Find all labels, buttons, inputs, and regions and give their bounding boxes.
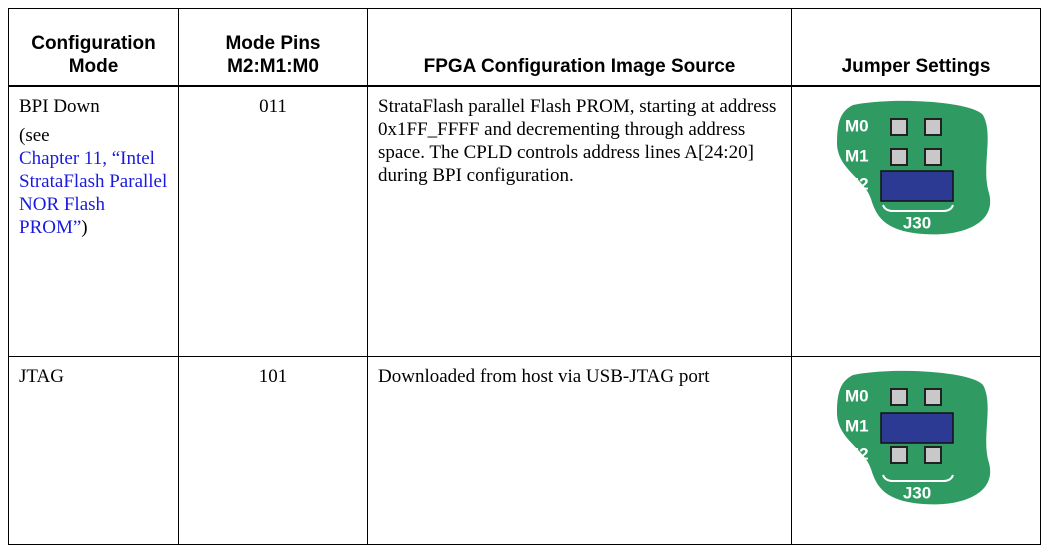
pin (890, 147, 908, 166)
mode-cell: BPI Down (see Chapter 11, “Intel StrataFl… (8, 85, 179, 357)
jumper-diagram: M0 M1 M2 J30 (837, 100, 991, 234)
source-cell: StrataFlash parallel Flash PROM, startin… (367, 85, 792, 357)
pin (924, 388, 942, 406)
mode: BPI Down (19, 95, 100, 117)
jumper-cell: M0 M1 M2 J30 (791, 356, 1041, 545)
chapter-link[interactable]: Chapter 11, “Intel StrataFlash Parallel … (19, 147, 168, 238)
mode: JTAG (19, 366, 64, 387)
source-cell: Downloaded from host via USB-JTAG port (367, 356, 792, 545)
pin-label: M0 (845, 116, 869, 135)
pins-cell: 101 (178, 356, 368, 545)
pin (924, 117, 942, 136)
header-name: J30 (903, 213, 931, 232)
jumper (880, 412, 954, 444)
mode-cell: JTAG (8, 356, 179, 545)
header-text: Jumper Settings (841, 55, 991, 77)
header-cell: Jumper Settings (791, 8, 1041, 87)
source: Downloaded from host via USB-JTAG port (378, 366, 710, 387)
row: BPI Down (see Chapter 11, “Intel StrataFl… (8, 85, 1041, 357)
header-text: Mode Pins (225, 32, 321, 54)
header-cell: Configuration Mode (8, 8, 179, 87)
pins: 101 (258, 366, 288, 387)
header-text: Mode (68, 55, 119, 77)
pin (890, 117, 908, 136)
config-table: Configuration Mode Mode Pins M2:M1:M0 FPGA… (8, 8, 1041, 545)
pin (890, 446, 908, 464)
pin-label: M1 (845, 416, 869, 435)
header-cell: Mode Pins M2:M1:M0 (178, 8, 368, 87)
pin-label: M1 (845, 146, 869, 165)
pin-label: M2 (845, 174, 869, 193)
jumper (880, 169, 954, 202)
bracket (882, 474, 954, 482)
pins-cell: 011 (178, 85, 368, 357)
pins: 011 (259, 95, 287, 117)
jumper-cell: M0 M1 M2 J30 (791, 85, 1041, 357)
header-row: Configuration Mode Mode Pins M2:M1:M0 FPGA… (8, 8, 1041, 87)
note-close: ) (81, 216, 88, 238)
header-name: J30 (903, 483, 931, 502)
source: StrataFlash parallel Flash PROM, startin… (378, 95, 777, 186)
row: JTAG 101 Downloaded from host via USB-JT… (8, 356, 1041, 545)
note: (see Chapter 11, “Intel StrataFlash Paral… (19, 124, 168, 239)
pin-label: M2 (845, 444, 869, 463)
header-text: Configuration (31, 32, 156, 54)
header-text: M2:M1:M0 (227, 55, 319, 77)
note-open: (see (19, 124, 50, 146)
header-text: FPGA Configuration Image Source (423, 55, 736, 77)
pin (924, 446, 942, 464)
pin-label: M0 (845, 386, 869, 405)
pin (924, 147, 942, 166)
header-cell: FPGA Configuration Image Source (367, 8, 792, 87)
bracket (882, 204, 954, 212)
jumper-diagram: M0 M1 M2 J30 (837, 370, 991, 505)
pin (890, 388, 908, 406)
